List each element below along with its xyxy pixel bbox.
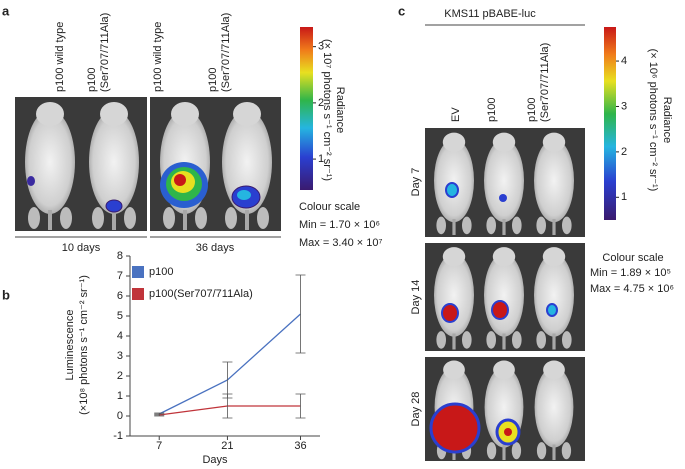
error-bar <box>222 393 233 419</box>
column-label: p100 <box>486 98 498 122</box>
signal <box>445 182 459 198</box>
signal <box>491 300 509 320</box>
column-label: p100 <box>526 98 538 122</box>
column-label: p100 <box>86 68 98 92</box>
colorbar-tick-label: 3 <box>621 100 627 112</box>
colorbar-title: Radiance <box>661 97 673 143</box>
error-bar <box>295 274 306 354</box>
row-label: Day 28 <box>410 392 422 427</box>
line <box>158 313 301 415</box>
legend-label: p100(Ser707/711Ala) <box>149 288 253 300</box>
x-tick-label: 36 <box>294 440 306 452</box>
colorbar-tick-label: 2 <box>621 146 627 158</box>
y-tick-label: 0 <box>117 410 123 422</box>
y-tick-label: 2 <box>117 370 123 382</box>
panel-label: a <box>2 3 10 18</box>
colour-scale: Colour scale <box>299 201 360 213</box>
signal <box>546 303 558 317</box>
column-label: (Ser707/711Ala) <box>539 43 551 122</box>
error-bar <box>154 413 165 417</box>
colour-scale: Colour scale <box>602 252 663 264</box>
x-tick-label: 21 <box>221 440 233 452</box>
colorbar-tick-label: 4 <box>621 55 627 67</box>
y-tick-label: 4 <box>117 330 123 342</box>
y-tick-label: 8 <box>117 250 123 262</box>
signal <box>237 190 251 200</box>
colorbar-tick-label: 1 <box>318 153 324 165</box>
column-label: p100 wild type <box>54 22 66 92</box>
colorbar-tick-label: 3 <box>318 41 324 53</box>
x-axis-label: Days <box>202 454 228 466</box>
colorbar-title: Radiance <box>334 87 346 133</box>
colorbar-title: (× 10⁷ photons s⁻¹ cm⁻² sr⁻¹) <box>321 39 333 181</box>
colorbar-title: (× 10⁶ photons s⁻¹ cm⁻² sr⁻¹) <box>647 49 659 192</box>
column-label: (Ser707/711Ala) <box>220 13 232 92</box>
signal <box>27 176 35 186</box>
header: KMS11 pBABE-luc <box>444 8 536 20</box>
legend-label: p100 <box>149 266 173 278</box>
colorbar-tick-label: 1 <box>621 191 627 203</box>
colour-scale: Min = 1.89 × 10⁵ <box>590 267 671 279</box>
y-axis-label: Luminescence <box>64 310 76 381</box>
y-tick-label: 1 <box>117 390 123 402</box>
panel-label: b <box>2 287 10 302</box>
group-label: 36 days <box>196 242 235 254</box>
signal <box>441 303 459 323</box>
y-tick-label: -1 <box>113 430 123 442</box>
colorbar <box>604 27 616 220</box>
y-tick-label: 7 <box>117 270 123 282</box>
legend-swatch <box>132 288 144 300</box>
panel-label: c <box>398 3 405 18</box>
axis <box>129 256 320 437</box>
x-tick-label: 7 <box>156 440 162 452</box>
signal <box>174 174 186 186</box>
y-tick-label: 5 <box>117 310 123 322</box>
signal <box>504 428 512 436</box>
column-label: p100 <box>207 68 219 92</box>
colour-scale: Min = 1.70 × 10⁶ <box>299 219 380 231</box>
colorbar <box>300 27 313 190</box>
colour-scale: Max = 3.40 × 10⁷ <box>299 237 382 249</box>
colorbar-tick-label: 2 <box>318 97 324 109</box>
y-tick-label: 6 <box>117 290 123 302</box>
y-axis-label: (×10⁸ photons s⁻¹ cm⁻² sr⁻¹) <box>78 275 90 415</box>
group-label: 10 days <box>62 242 101 254</box>
column-label: p100 wild type <box>152 22 164 92</box>
legend-swatch <box>132 266 144 278</box>
row-label: Day 7 <box>410 168 422 197</box>
column-label: EV <box>450 107 462 122</box>
column-label: (Ser707/711Ala) <box>99 13 111 92</box>
signal <box>499 194 507 202</box>
line <box>159 405 301 416</box>
y-tick-label: 3 <box>117 350 123 362</box>
signal <box>429 402 481 454</box>
row-label: Day 14 <box>410 280 422 315</box>
colour-scale: Max = 4.75 × 10⁶ <box>590 283 674 295</box>
error-bar <box>222 361 233 399</box>
error-bar <box>295 393 306 419</box>
signal <box>105 199 123 213</box>
